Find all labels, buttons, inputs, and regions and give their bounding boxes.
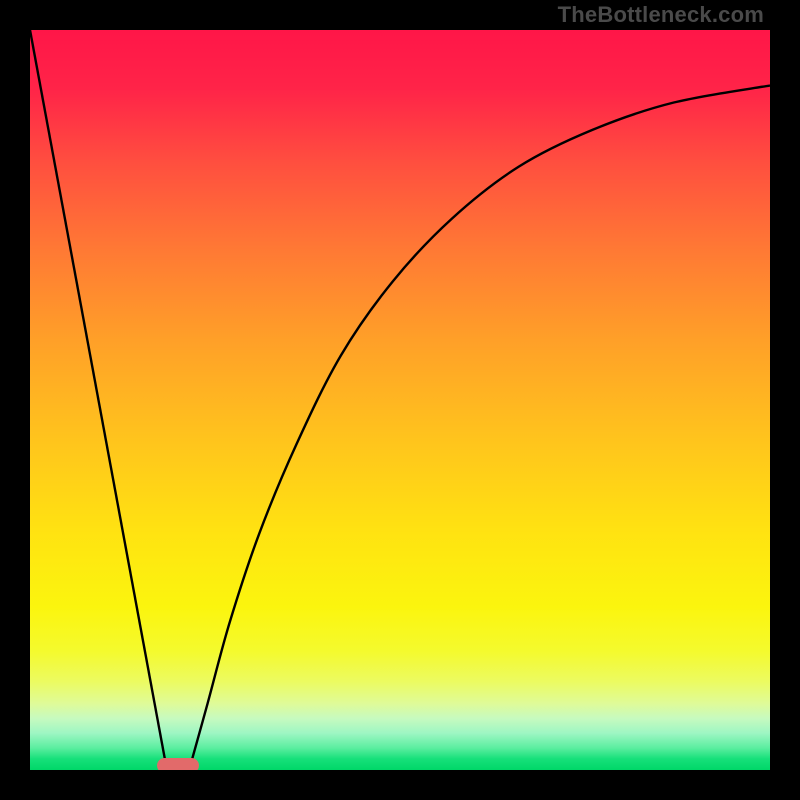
watermark-text: TheBottleneck.com	[558, 2, 764, 28]
plot-area	[30, 30, 770, 770]
chart-container: TheBottleneck.com	[0, 0, 800, 800]
optimal-marker	[157, 758, 199, 770]
frame-right	[770, 0, 800, 800]
frame-left	[0, 0, 30, 800]
bottleneck-curve	[30, 30, 770, 770]
frame-bottom	[0, 770, 800, 800]
